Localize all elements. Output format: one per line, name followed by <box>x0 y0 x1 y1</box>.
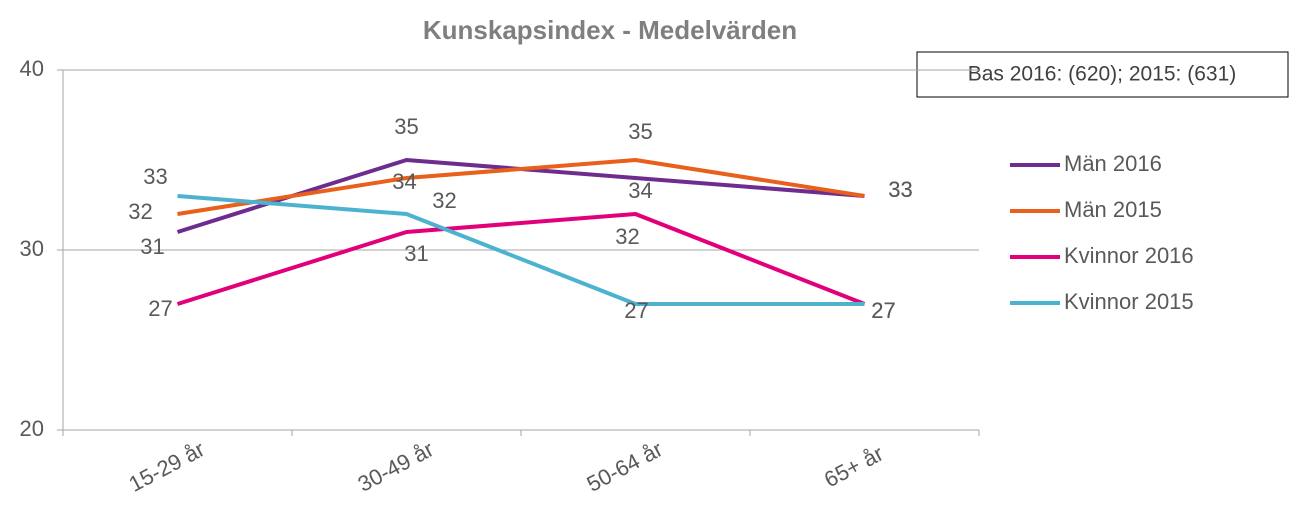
legend-label: Kvinnor 2016 <box>1064 243 1194 268</box>
y-tick-label: 40 <box>20 56 44 81</box>
chart-title: Kunskapsindex - Medelvärden <box>423 15 797 45</box>
x-tick-label: 15-29 år <box>125 436 209 497</box>
data-label: 34 <box>628 178 652 203</box>
legend-label: Män 2016 <box>1064 151 1162 176</box>
x-tick-label: 65+ år <box>820 441 887 493</box>
y-tick-label: 30 <box>20 236 44 261</box>
data-label: 27 <box>871 298 895 323</box>
data-label: 27 <box>624 298 648 323</box>
data-label: 34 <box>392 169 416 194</box>
x-tick-label: 50-64 år <box>583 436 667 497</box>
data-label: 35 <box>394 114 418 139</box>
data-label: 31 <box>140 234 164 259</box>
data-label: 32 <box>432 188 456 213</box>
data-label: 35 <box>628 119 652 144</box>
data-label: 27 <box>871 298 895 323</box>
x-tick-label: 30-49 år <box>354 436 438 497</box>
y-tick-label: 20 <box>20 416 44 441</box>
series-line <box>177 194 865 306</box>
data-label: 31 <box>404 241 428 266</box>
data-label: 32 <box>128 199 152 224</box>
annotation: Bas 2016: (620); 2015: (631) <box>968 63 1237 86</box>
data-label: 33 <box>143 164 167 189</box>
legend-label: Kvinnor 2015 <box>1064 289 1194 314</box>
data-label: 33 <box>888 177 912 202</box>
data-label: 27 <box>148 296 172 321</box>
annotation-box <box>916 51 1289 98</box>
data-label: 33 <box>888 177 912 202</box>
series-line <box>177 158 865 216</box>
series-line <box>176 212 866 306</box>
data-label: 32 <box>615 224 639 249</box>
legend-label: Män 2015 <box>1064 197 1162 222</box>
